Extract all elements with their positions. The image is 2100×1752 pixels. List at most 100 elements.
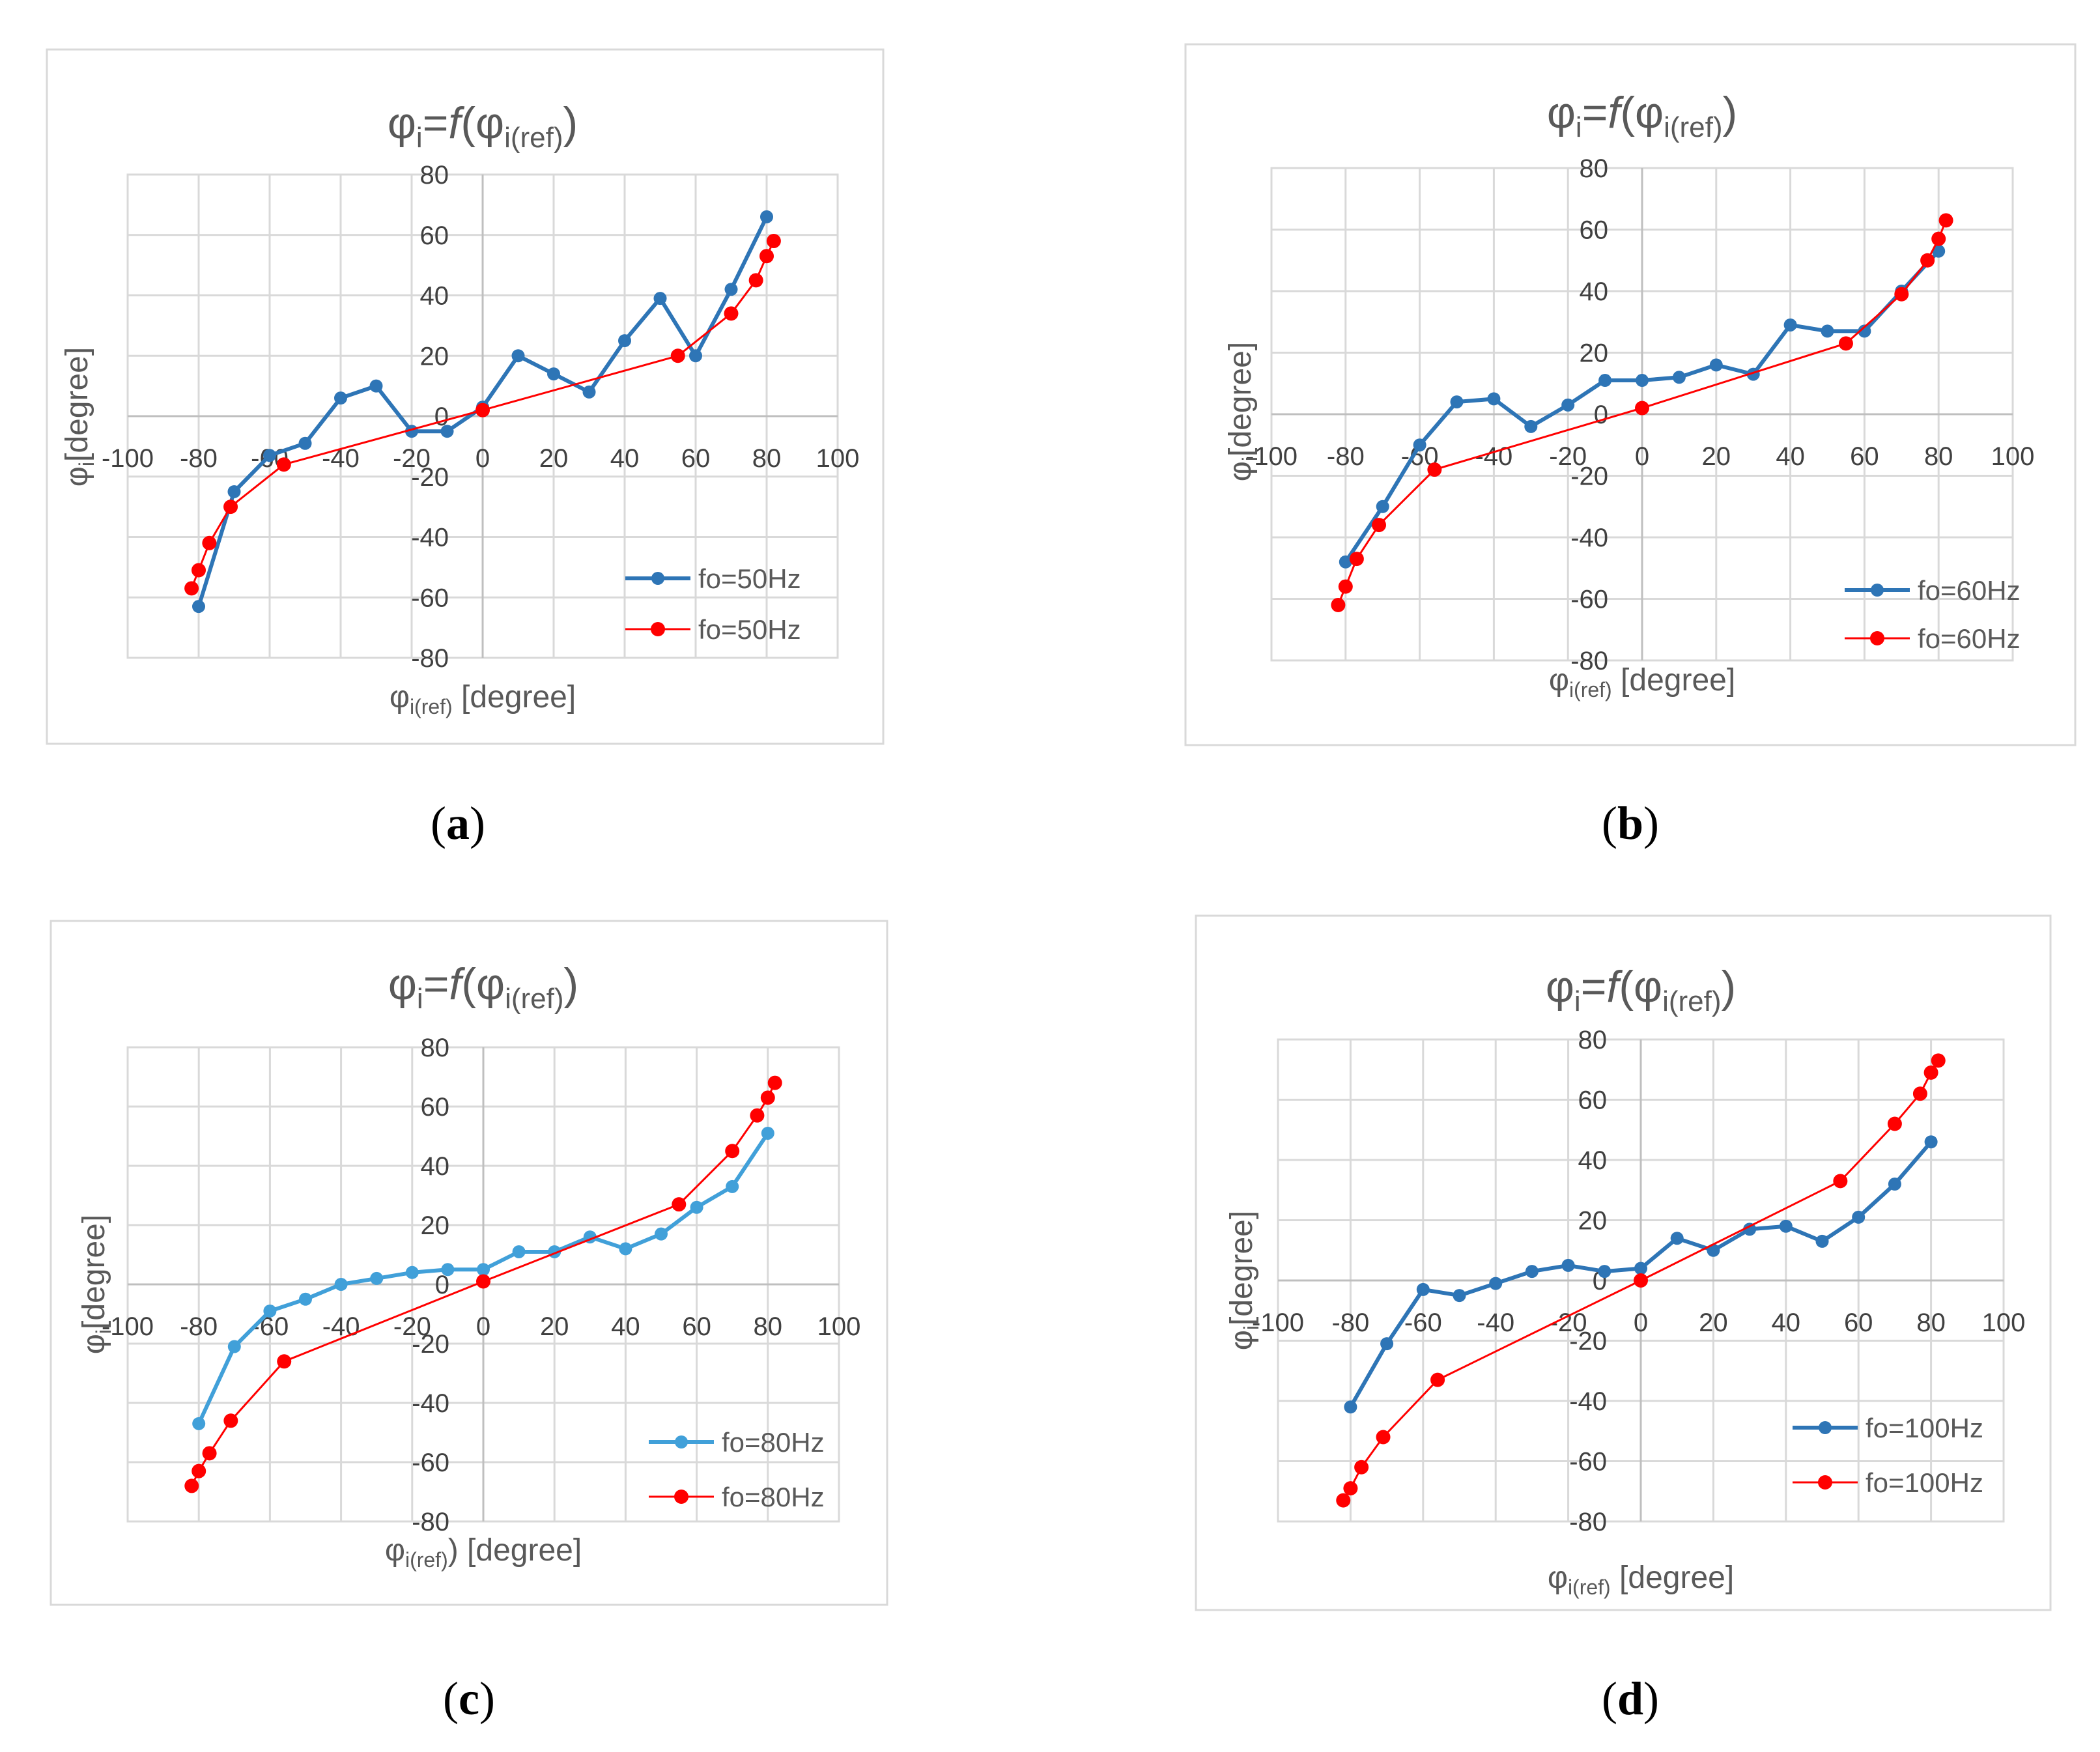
- data-point: [672, 1197, 687, 1212]
- data-point: [1670, 1232, 1684, 1245]
- legend-swatch-marker: [1871, 584, 1884, 597]
- chart-title: φi=f(φi(ref)): [1546, 962, 1736, 1017]
- data-point: [1894, 287, 1909, 302]
- data-point: [1598, 374, 1612, 388]
- chart-frame: [1184, 43, 2077, 746]
- series-reference: [184, 234, 781, 596]
- data-point: [1932, 244, 1946, 258]
- data-point: [192, 600, 205, 614]
- legend-label: fo=80Hz: [722, 1427, 825, 1458]
- chart-frame: [46, 48, 885, 745]
- x-tick-label: 20: [1699, 1308, 1728, 1337]
- x-tick-label: 20: [540, 1312, 569, 1341]
- data-point: [475, 403, 490, 417]
- data-point: [1709, 358, 1723, 372]
- data-point: [690, 1200, 703, 1214]
- data-point: [223, 500, 238, 515]
- series-reference: [1331, 213, 1953, 612]
- x-tick-label: -20: [393, 444, 431, 473]
- x-tick-label: -60: [1404, 1308, 1442, 1337]
- data-point: [1336, 1493, 1351, 1508]
- data-point: [440, 425, 454, 438]
- x-tick-label: 100: [1991, 442, 2035, 471]
- x-tick-label: -100: [1245, 442, 1298, 471]
- data-point: [1416, 1282, 1430, 1296]
- legend-swatch-marker: [651, 622, 665, 636]
- legend-swatch-marker: [1870, 631, 1884, 645]
- x-tick-label: 60: [1844, 1308, 1873, 1337]
- x-tick-label: 0: [475, 444, 490, 473]
- y-axis-label: φi[degree]: [60, 347, 98, 487]
- chart-title: φi=f(φi(ref)): [388, 959, 578, 1015]
- data-point: [1838, 336, 1853, 351]
- data-point: [760, 210, 773, 223]
- x-tick-label: 40: [611, 1312, 640, 1341]
- data-point: [1338, 579, 1353, 594]
- data-point: [405, 1265, 419, 1279]
- x-tick-label: 20: [539, 444, 569, 473]
- data-point: [760, 1090, 775, 1105]
- x-tick-label: -100: [102, 1312, 154, 1341]
- chart-title: φi=f(φi(ref)): [388, 98, 578, 154]
- panel-caption: (c): [443, 1673, 495, 1725]
- y-tick-label: -20: [1569, 1327, 1607, 1356]
- legend-label: fo=60Hz: [1918, 623, 2021, 654]
- data-point: [299, 1292, 312, 1306]
- data-point: [1833, 1174, 1848, 1189]
- data-point: [1707, 1243, 1720, 1257]
- chart-panel-c: -100 -80 -60 -40 -20 0 20 40 60 80 100806040200-20…: [50, 920, 888, 1725]
- x-tick-label: 20: [1702, 442, 1731, 471]
- x-axis-label: φi(ref) [degree]: [390, 680, 576, 718]
- x-tick-label: 40: [610, 444, 640, 473]
- data-point: [1430, 1372, 1445, 1387]
- data-point: [476, 1274, 490, 1289]
- legend-label: fo=50Hz: [698, 614, 801, 645]
- data-point: [1634, 1273, 1648, 1288]
- data-point: [1343, 1481, 1358, 1496]
- x-tick-label: -80: [180, 1312, 218, 1341]
- y-tick-label: 60: [1580, 216, 1609, 245]
- y-tick-label: -60: [1569, 1448, 1607, 1476]
- data-point: [582, 385, 596, 399]
- chart-panel-b: -100 -80 -60 -40 -20 0 20 40 60 80 100806040200-20…: [1184, 43, 2077, 849]
- data-point: [1525, 1265, 1539, 1279]
- data-point: [670, 348, 685, 363]
- x-tick-label: 100: [816, 444, 860, 473]
- data-point: [1561, 1258, 1575, 1272]
- chart-panel-d: -100 -80 -60 -40 -20 0 20 40 60 80 100806040200-20…: [1195, 914, 2052, 1725]
- data-point: [1489, 1277, 1503, 1290]
- data-point: [1380, 1337, 1394, 1351]
- data-point: [1923, 1065, 1938, 1080]
- data-point: [1331, 597, 1346, 612]
- x-tick-label: -80: [1327, 442, 1365, 471]
- data-point: [1743, 1222, 1757, 1236]
- legend-swatch-marker: [674, 1490, 688, 1504]
- y-tick-label: 60: [420, 221, 449, 250]
- y-tick-label: 40: [1578, 1146, 1608, 1175]
- data-point: [370, 1271, 384, 1285]
- data-point: [1888, 1178, 1901, 1191]
- data-point: [1524, 419, 1538, 433]
- series-measured: [1339, 244, 1946, 569]
- x-tick-label: 100: [817, 1312, 861, 1341]
- data-point: [1887, 1116, 1902, 1131]
- x-axis-label: φi(ref) [degree]: [1548, 1561, 1734, 1599]
- data-point: [724, 306, 739, 321]
- x-tick-label: 80: [1924, 442, 1953, 471]
- y-tick-label: 60: [421, 1093, 450, 1122]
- chart-panel-a: -100-80-60-40-20020406080100806040200-20…: [46, 48, 885, 849]
- y-axis-label: φi[degree]: [77, 1215, 115, 1354]
- data-point: [1938, 213, 1953, 228]
- panel-caption: (d): [1602, 1673, 1659, 1725]
- data-point: [276, 457, 291, 472]
- x-tick-label: -20: [393, 1312, 431, 1341]
- data-point: [1339, 555, 1352, 569]
- x-tick-label: -100: [1252, 1308, 1304, 1337]
- legend-swatch-marker: [1818, 1475, 1832, 1490]
- y-tick-label: 80: [1580, 154, 1609, 183]
- data-point: [1635, 401, 1649, 416]
- y-tick-label: -60: [1570, 586, 1608, 614]
- y-axis-label: φi[degree]: [1225, 1211, 1263, 1350]
- x-tick-label: 0: [1635, 442, 1649, 471]
